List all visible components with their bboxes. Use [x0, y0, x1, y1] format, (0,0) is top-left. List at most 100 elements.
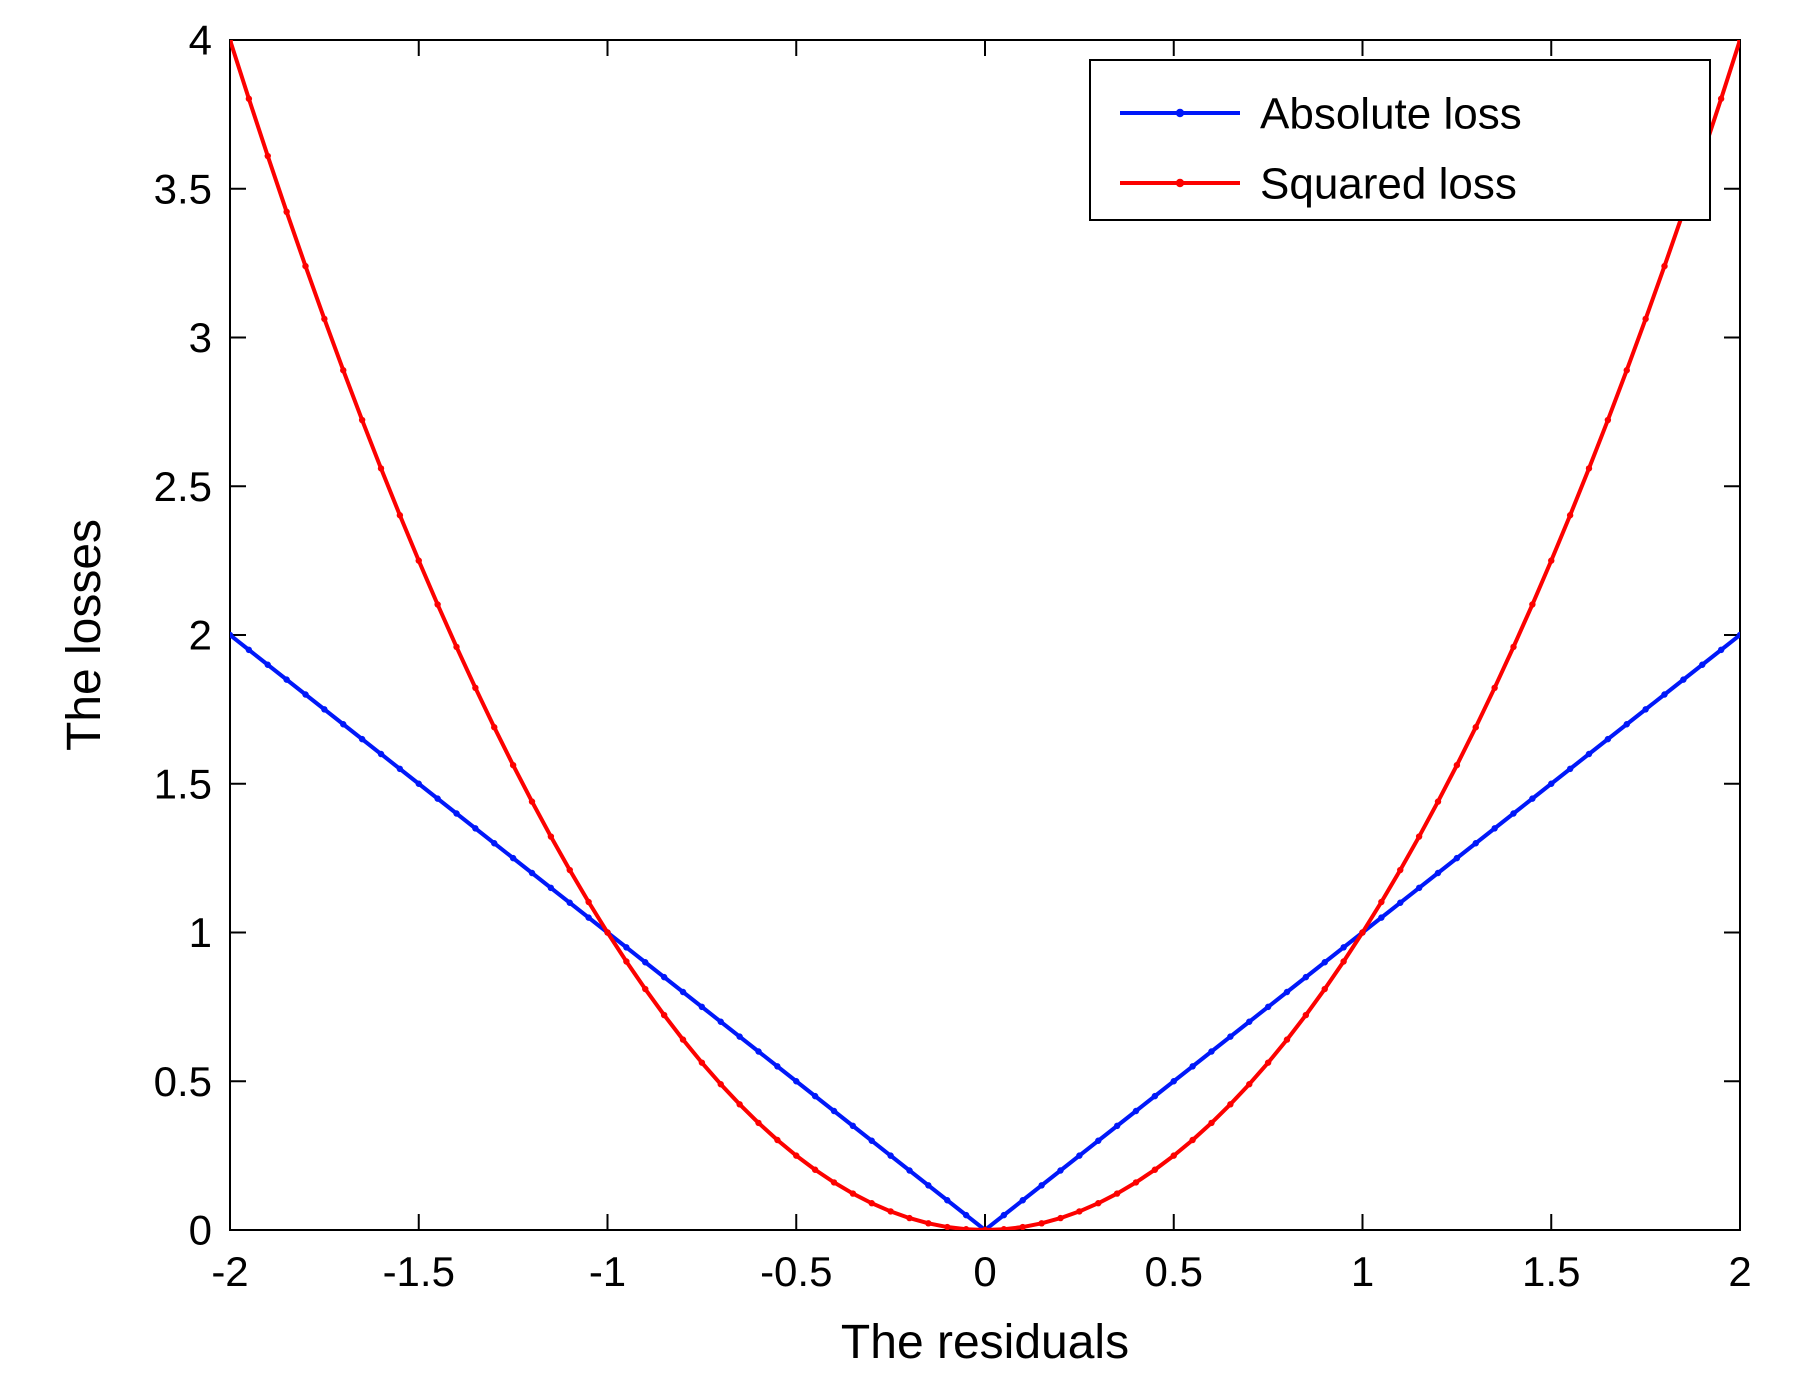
series-marker: [1020, 1197, 1026, 1203]
series-marker: [1246, 1081, 1252, 1087]
series-marker: [887, 1152, 893, 1158]
y-tick-label: 0.5: [154, 1058, 212, 1105]
series-marker: [1548, 557, 1554, 563]
series-marker: [1189, 1137, 1195, 1143]
series-marker: [1001, 1212, 1007, 1218]
series-marker: [699, 1004, 705, 1010]
series-marker: [680, 989, 686, 995]
series-marker: [755, 1120, 761, 1126]
series-marker: [1661, 263, 1667, 269]
series-marker: [1624, 721, 1630, 727]
series-marker: [1491, 685, 1497, 691]
series-marker: [1265, 1004, 1271, 1010]
series-marker: [1303, 1012, 1309, 1018]
series-marker: [1397, 867, 1403, 873]
series-marker: [1171, 1078, 1177, 1084]
legend-marker: [1176, 179, 1184, 187]
series-marker: [812, 1167, 818, 1173]
series-marker: [1152, 1167, 1158, 1173]
series-marker: [529, 870, 535, 876]
x-tick-label: 1.5: [1522, 1248, 1580, 1295]
series-marker: [963, 1212, 969, 1218]
series-marker: [831, 1108, 837, 1114]
series-marker: [472, 825, 478, 831]
series-marker: [1038, 1182, 1044, 1188]
series-marker: [1473, 724, 1479, 730]
series-marker: [1133, 1179, 1139, 1185]
x-tick-label: 0.5: [1145, 1248, 1203, 1295]
series-marker: [1322, 959, 1328, 965]
series-marker: [1171, 1152, 1177, 1158]
series-marker: [510, 762, 516, 768]
series-marker: [1454, 855, 1460, 861]
series-marker: [359, 417, 365, 423]
series-marker: [453, 644, 459, 650]
series-marker: [1340, 944, 1346, 950]
series-marker: [1227, 1101, 1233, 1107]
y-tick-label: 3.5: [154, 165, 212, 212]
loss-chart: -2-1.5-1-0.500.511.5200.511.522.533.54Th…: [0, 0, 1800, 1396]
series-marker: [359, 736, 365, 742]
series-marker: [623, 944, 629, 950]
series-marker: [1510, 644, 1516, 650]
series-marker: [1095, 1200, 1101, 1206]
series-marker: [1265, 1059, 1271, 1065]
series-marker: [1454, 762, 1460, 768]
x-tick-label: -0.5: [760, 1248, 832, 1295]
series-marker: [1227, 1033, 1233, 1039]
series-marker: [661, 1012, 667, 1018]
series-marker: [850, 1123, 856, 1129]
series-marker: [774, 1137, 780, 1143]
series-marker: [680, 1036, 686, 1042]
series-marker: [416, 557, 422, 563]
series-marker: [736, 1033, 742, 1039]
series-marker: [1208, 1048, 1214, 1054]
series-marker: [1322, 986, 1328, 992]
series-marker: [416, 781, 422, 787]
series-marker: [1189, 1063, 1195, 1069]
series-marker: [340, 721, 346, 727]
series-marker: [1435, 798, 1441, 804]
series-marker: [1718, 647, 1724, 653]
series-marker: [510, 855, 516, 861]
series-marker: [397, 512, 403, 518]
series-marker: [1114, 1190, 1120, 1196]
series-marker: [869, 1200, 875, 1206]
x-tick-label: -1: [589, 1248, 626, 1295]
series-marker: [1095, 1138, 1101, 1144]
series-marker: [567, 867, 573, 873]
x-tick-label: 1: [1351, 1248, 1374, 1295]
series-marker: [397, 766, 403, 772]
series-marker: [265, 662, 271, 668]
series-marker: [585, 914, 591, 920]
series-marker: [604, 929, 610, 935]
series-marker: [1284, 1036, 1290, 1042]
series-marker: [1038, 1220, 1044, 1226]
series-marker: [1529, 601, 1535, 607]
series-marker: [1529, 795, 1535, 801]
y-tick-label: 1: [189, 909, 212, 956]
series-marker: [1548, 781, 1554, 787]
series-marker: [774, 1063, 780, 1069]
y-tick-label: 1.5: [154, 760, 212, 807]
series-marker: [944, 1197, 950, 1203]
series-marker: [1076, 1208, 1082, 1214]
x-tick-label: -2: [211, 1248, 248, 1295]
series-marker: [1208, 1120, 1214, 1126]
series-marker: [302, 263, 308, 269]
x-tick-label: -1.5: [383, 1248, 455, 1295]
x-axis-label: The residuals: [841, 1316, 1129, 1369]
series-marker: [1491, 825, 1497, 831]
series-marker: [1567, 766, 1573, 772]
y-tick-label: 2.5: [154, 463, 212, 510]
series-marker: [378, 465, 384, 471]
series-marker: [283, 209, 289, 215]
series-marker: [1057, 1167, 1063, 1173]
y-tick-label: 0: [189, 1207, 212, 1254]
series-marker: [378, 751, 384, 757]
series-marker: [472, 685, 478, 691]
series-marker: [736, 1101, 742, 1107]
series-marker: [1699, 662, 1705, 668]
series-marker: [925, 1220, 931, 1226]
series-marker: [642, 986, 648, 992]
